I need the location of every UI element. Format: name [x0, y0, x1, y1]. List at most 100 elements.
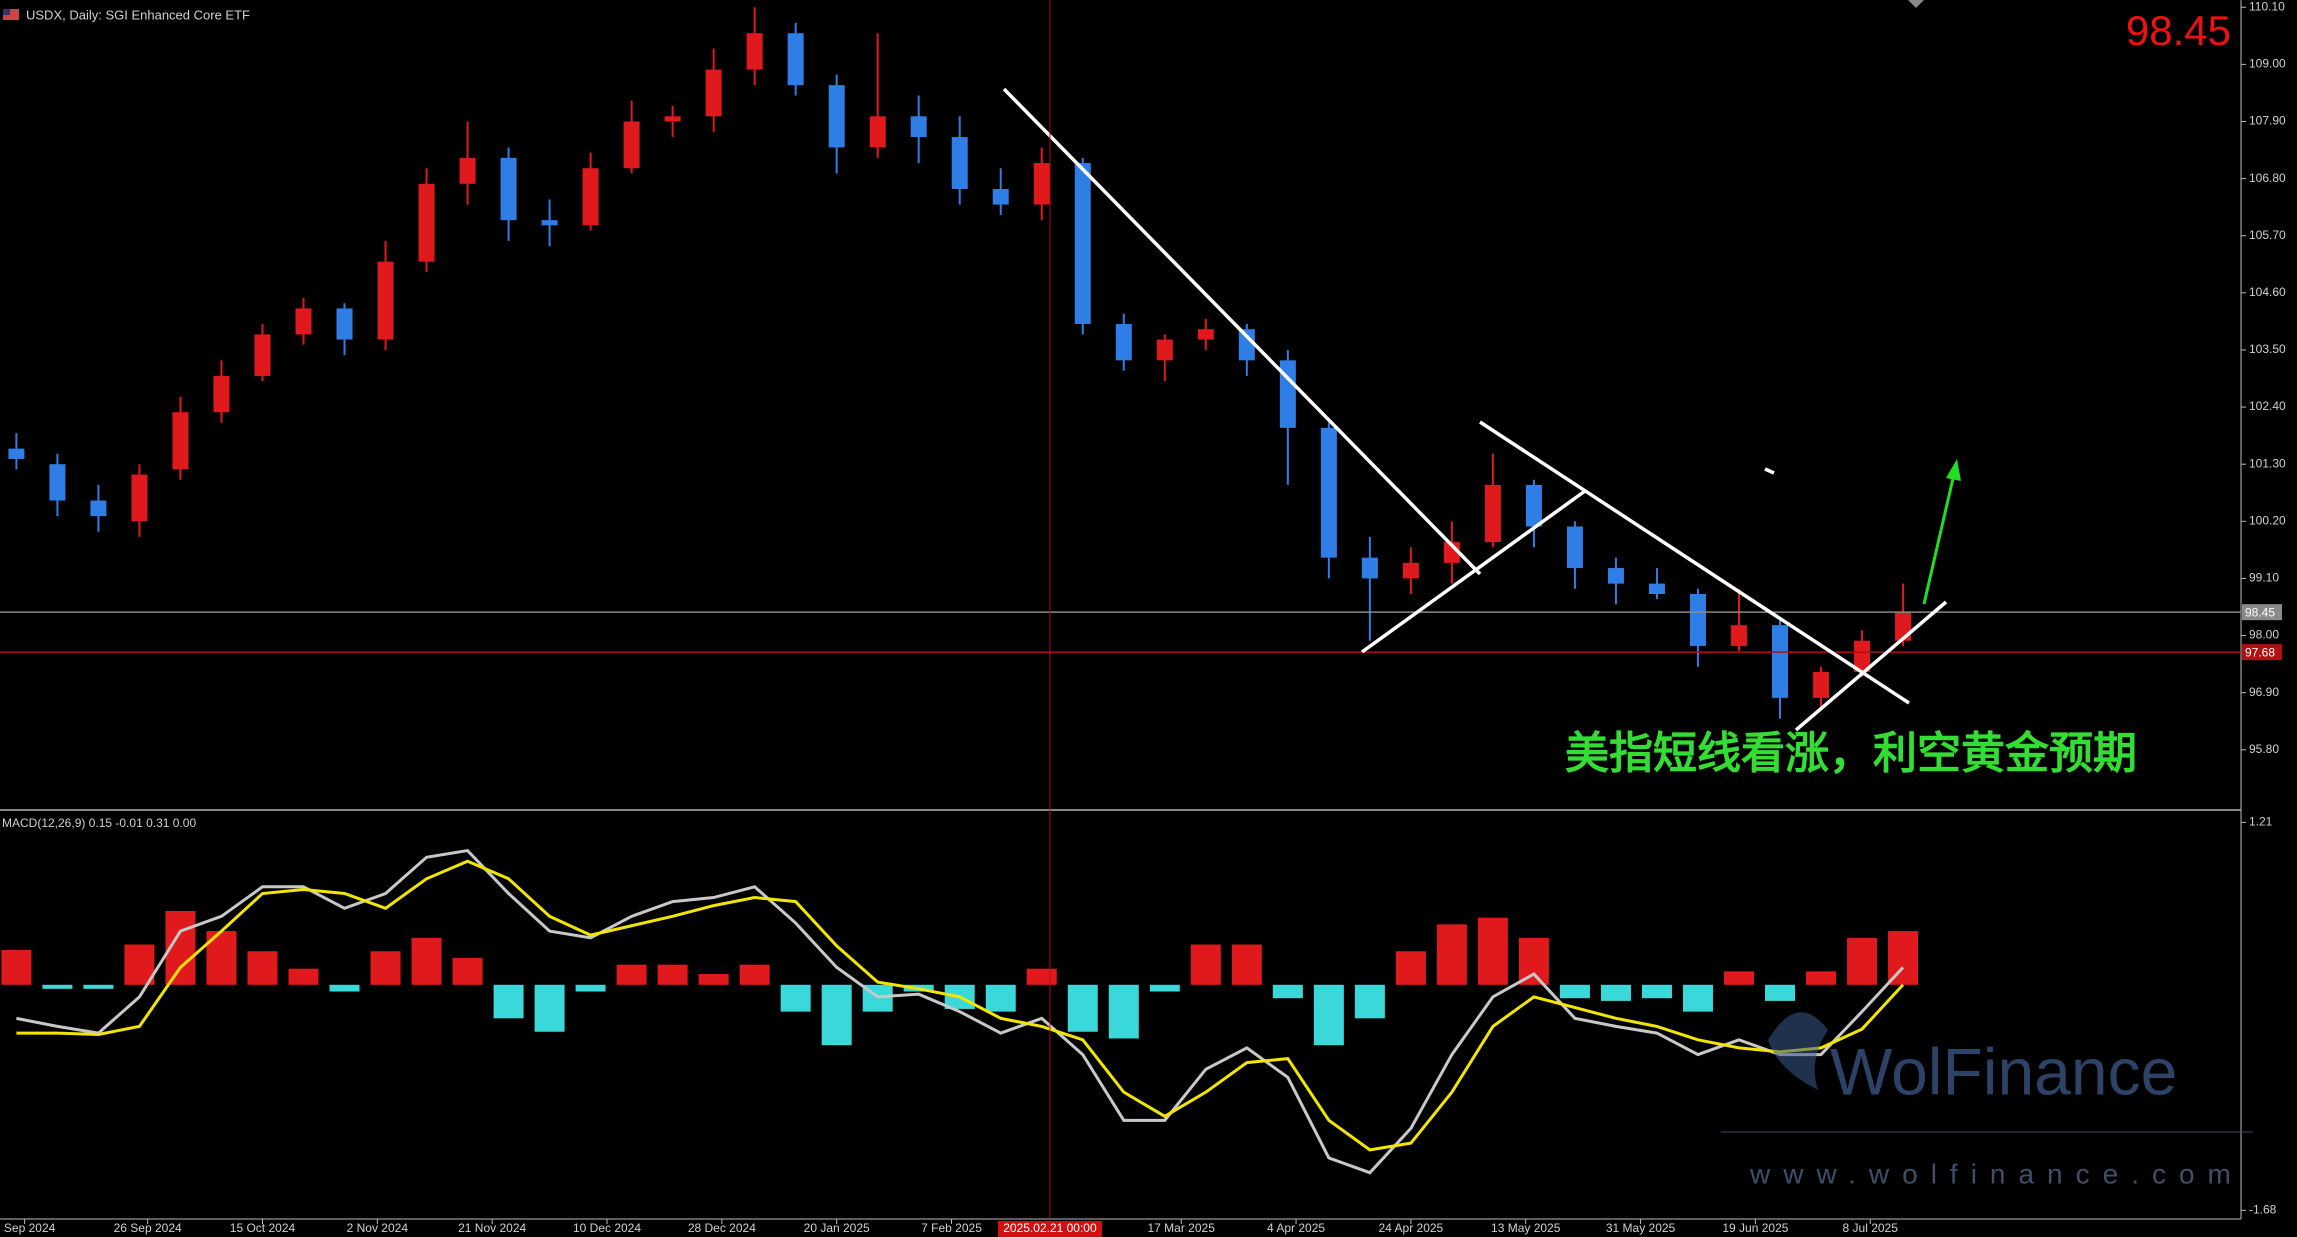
crosshair-label: 2025.02.21 00:00	[1003, 1221, 1097, 1235]
candle-body	[90, 500, 107, 517]
y-tick-label: 107.90	[2249, 114, 2286, 128]
candle-body	[377, 261, 394, 340]
histogram-bar	[493, 984, 524, 1019]
y-tick-label: 109.00	[2249, 57, 2286, 71]
candle-body	[992, 189, 1009, 205]
candle-body	[869, 116, 886, 148]
last-price: 98.45	[2126, 7, 2231, 54]
histogram-bar	[1190, 944, 1221, 985]
x-tick-label: 13 May 2025	[1491, 1221, 1561, 1235]
histogram-bar	[411, 937, 442, 985]
annotation: 美指短线看涨，利空黄金预期	[1565, 729, 2137, 778]
candle-body	[418, 183, 435, 262]
histogram-bar	[1723, 971, 1754, 985]
histogram-bar	[1149, 984, 1180, 992]
candle-body	[1115, 324, 1132, 361]
candle-body	[1772, 625, 1789, 698]
watermark-brand: WolFinance	[1830, 1034, 2177, 1108]
x-tick-label: 8 Jul 2025	[1843, 1221, 1899, 1235]
histogram-bar	[575, 984, 606, 992]
macd-line	[16, 848, 1905, 1175]
histogram-bar	[1559, 984, 1590, 999]
x-tick-label: 20 Jan 2025	[804, 1221, 870, 1235]
x-tick-label: 7 Sep 2024	[0, 1221, 56, 1235]
candle-body	[1730, 625, 1747, 646]
candle-body	[664, 116, 681, 122]
histogram-bar	[1108, 984, 1139, 1039]
y-tick-label: 105.70	[2249, 228, 2286, 242]
candle-body	[8, 448, 25, 459]
histogram-bar	[288, 968, 319, 985]
watermark-logo	[1768, 1012, 1828, 1090]
trend-line	[1764, 467, 1775, 475]
candle-body	[705, 69, 722, 117]
candle-body	[1197, 329, 1214, 340]
candle-body	[910, 116, 927, 138]
histogram-bar	[1600, 984, 1631, 1001]
price-tag-label: 97.68	[2245, 645, 2275, 659]
x-tick-label: 26 Sep 2024	[114, 1221, 182, 1235]
histogram-bar	[42, 984, 73, 989]
flag-icon	[3, 9, 10, 15]
histogram-bar	[1231, 944, 1262, 985]
histogram-bar	[657, 964, 688, 985]
candle-body	[1238, 329, 1255, 361]
histogram-bar	[821, 984, 852, 1046]
histogram-bar	[452, 957, 483, 985]
x-tick-label: 24 Apr 2025	[1379, 1221, 1444, 1235]
y-tick-label: 95.80	[2249, 742, 2279, 756]
candle-body	[172, 412, 189, 470]
trend-line	[1360, 489, 1587, 654]
y-tick-label: 110.10	[2249, 0, 2285, 13]
histogram-bar	[616, 964, 647, 985]
candle-body	[1320, 427, 1337, 558]
x-tick-label: 31 May 2025	[1606, 1221, 1676, 1235]
x-tick-label: 28 Dec 2024	[688, 1221, 756, 1235]
y-tick-label: 103.50	[2249, 342, 2286, 356]
histogram-bar	[698, 974, 729, 985]
trend-line	[1479, 420, 1910, 705]
candle-body	[623, 121, 640, 169]
x-tick-label: 4 Apr 2025	[1267, 1221, 1325, 1235]
histogram-bar	[985, 984, 1016, 1012]
x-tick-label: 15 Oct 2024	[230, 1221, 296, 1235]
histogram-bar	[1765, 984, 1796, 1001]
x-tick-label: 2 Nov 2024	[347, 1221, 409, 1235]
y-tick-label: 102.40	[2249, 399, 2286, 413]
histogram-bar	[1395, 951, 1426, 985]
histogram-bar	[1641, 984, 1672, 999]
candle-body	[1484, 484, 1501, 543]
y-tick-label: 1.21	[2249, 815, 2273, 829]
histogram-bar	[247, 951, 278, 985]
x-tick-label: 21 Nov 2024	[458, 1221, 526, 1235]
candle-body	[1525, 484, 1542, 527]
y-tick-label: 101.30	[2249, 456, 2286, 470]
histogram-bar	[370, 951, 401, 985]
histogram-bar	[1682, 984, 1713, 1012]
histogram-bar	[1888, 931, 1919, 985]
price-tag	[2242, 644, 2282, 661]
candle-body	[336, 308, 353, 340]
histogram-bar	[1518, 937, 1549, 985]
histogram-bar	[1436, 924, 1467, 985]
trend-line	[1002, 87, 1482, 576]
y-tick-label: 99.10	[2249, 571, 2279, 585]
x-tick-label: 17 Mar 2025	[1148, 1221, 1216, 1235]
y-tick-label: 100.20	[2249, 513, 2286, 527]
x-tick-label: 10 Dec 2024	[573, 1221, 641, 1235]
chart-title: USDX, Daily: SGI Enhanced Core ETF	[26, 7, 250, 22]
histogram-bar	[1806, 971, 1837, 985]
candle-body	[1854, 640, 1871, 672]
price-tag	[2242, 604, 2282, 621]
candle-body	[213, 375, 230, 413]
crosshair-tag	[997, 1221, 1102, 1237]
candle-body	[951, 137, 968, 189]
candle-body	[828, 85, 845, 148]
candle-body	[459, 157, 476, 184]
y-tick-label: 106.80	[2249, 171, 2286, 185]
trend-line	[1794, 600, 1948, 732]
x-tick-label: 7 Feb 2025	[921, 1221, 982, 1235]
x-tick-label: 19 Jun 2025	[1722, 1221, 1788, 1235]
candle-body	[582, 168, 599, 226]
